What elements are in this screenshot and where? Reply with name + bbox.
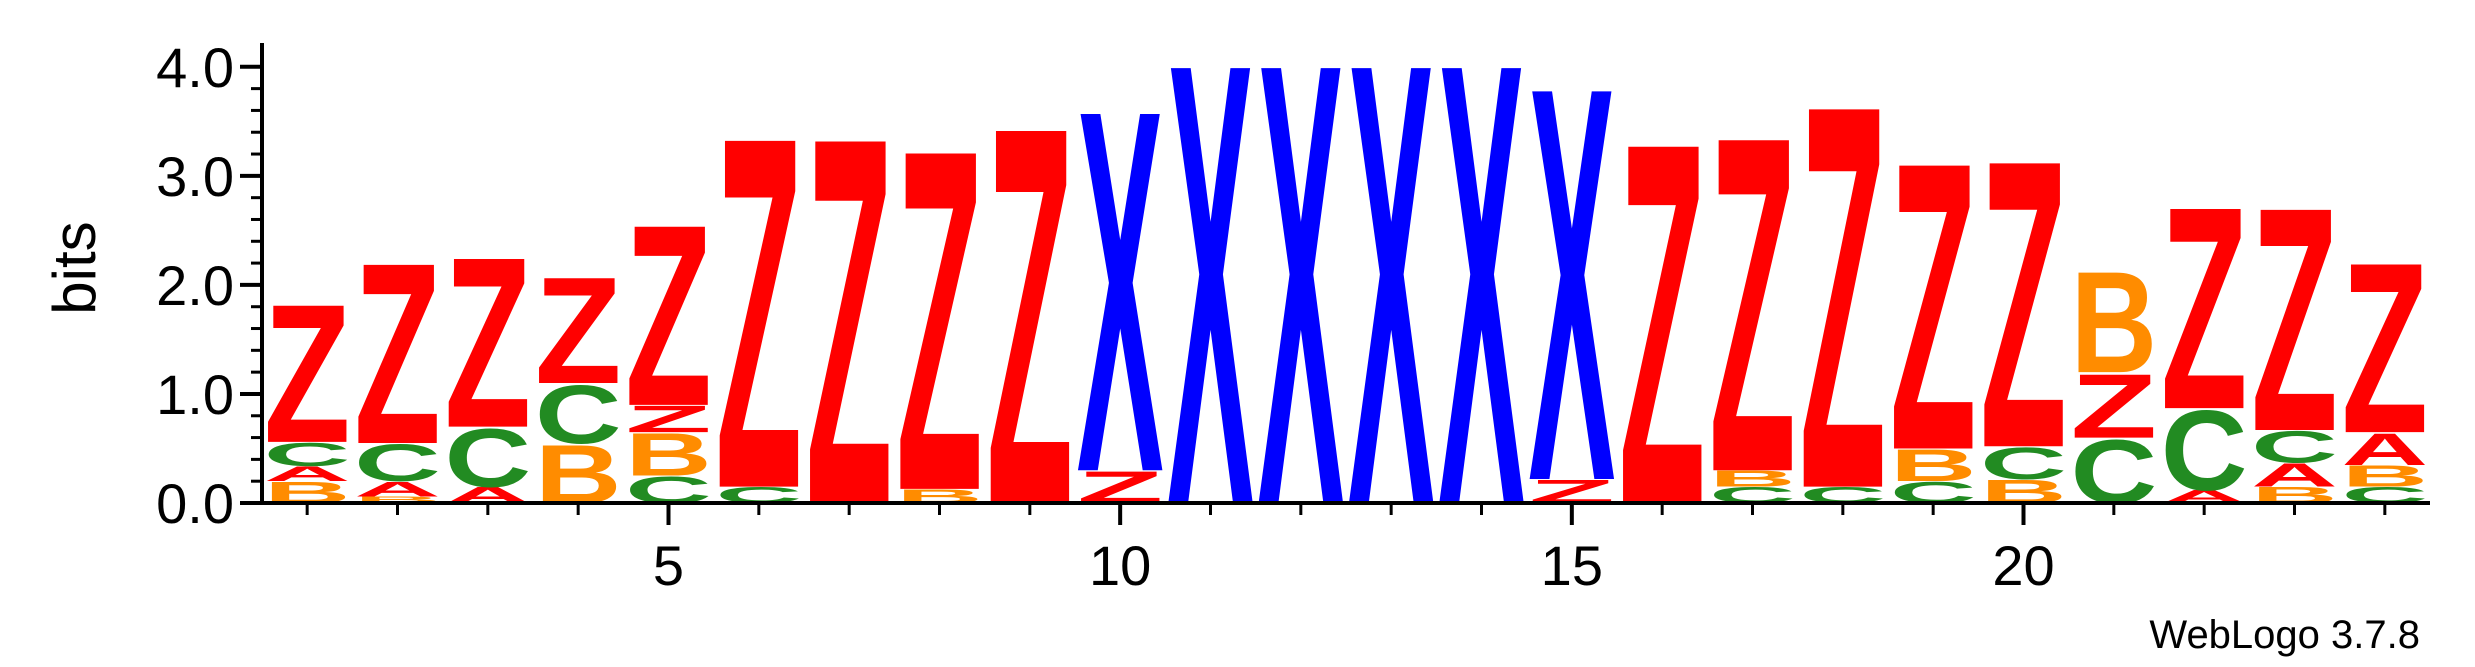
logo-column: X xyxy=(1348,0,1435,637)
logo-column: X xyxy=(1257,0,1344,637)
logo-column: ACZ xyxy=(2161,148,2248,514)
logo-glyph: Z xyxy=(2341,212,2428,485)
logo-glyph: Z xyxy=(264,263,351,485)
logo-glyph: B xyxy=(1709,466,1796,491)
logo-glyph: X xyxy=(1528,0,1615,599)
x-tick-label: 5 xyxy=(653,534,684,597)
logo-glyph: Z xyxy=(1980,76,2067,535)
logo-glyph: X xyxy=(1438,0,1525,637)
logo-glyph: Z xyxy=(625,398,712,441)
logo-glyph: X xyxy=(1348,0,1435,637)
y-tick-label: 4.0 xyxy=(156,36,234,99)
logo-glyph: C xyxy=(1980,438,2067,489)
x-tick-label: 20 xyxy=(1992,534,2054,597)
logo-glyph: X xyxy=(1167,0,1254,637)
logo-glyph: Z xyxy=(715,33,802,594)
axes xyxy=(260,43,2430,505)
logo-glyph: B xyxy=(1890,440,1977,491)
logo-glyph: A xyxy=(354,477,441,501)
logo-column: X xyxy=(1438,0,1525,637)
logo-glyph: Z xyxy=(1709,36,1796,572)
x-tick-label: 15 xyxy=(1541,534,1603,597)
logo-column: CBZ xyxy=(1890,78,1977,537)
logo-glyph: B xyxy=(2341,459,2428,493)
logo-glyph: C xyxy=(2251,422,2338,473)
y-tick-label: 0.0 xyxy=(156,472,234,535)
logo-column: CBZ xyxy=(1709,36,1796,572)
logo-glyph: X xyxy=(1077,3,1164,582)
logo-glyph: Z xyxy=(1619,35,1706,613)
y-tick-label: 2.0 xyxy=(156,254,234,317)
logo-glyph: A xyxy=(264,462,351,486)
logo-glyph: B xyxy=(354,495,441,505)
logo-glyph: B xyxy=(625,421,712,489)
logo-glyph: Z xyxy=(535,246,622,416)
logo-column: ZX xyxy=(1077,3,1164,582)
logo-glyph: A xyxy=(2341,424,2428,475)
logo-glyph: Z xyxy=(986,13,1073,618)
logo-glyph: C xyxy=(2161,387,2248,515)
logo-glyph: Z xyxy=(2251,142,2338,499)
y-axis-title: bits xyxy=(41,221,108,314)
logo-column: X xyxy=(1167,0,1254,637)
logo-glyph: Z xyxy=(444,207,531,480)
logo-column: Z xyxy=(986,13,1073,618)
logo-glyph: B xyxy=(2070,243,2157,404)
y-tick-label: 3.0 xyxy=(156,145,234,208)
logo-column: Z xyxy=(1619,35,1706,613)
logo-glyph: C xyxy=(535,367,622,461)
logo-glyph: Z xyxy=(2161,148,2248,470)
logo-glyph: Z xyxy=(1890,78,1977,537)
logo-glyph: Z xyxy=(2070,356,2157,458)
logo-glyph: X xyxy=(1257,0,1344,637)
logo-column: BCZ xyxy=(1980,76,2067,535)
logo-column: CZB xyxy=(2070,243,2157,523)
logo-column: BCZ xyxy=(535,246,622,520)
logo-glyph: C xyxy=(444,411,531,505)
y-tick-label: 1.0 xyxy=(156,363,234,426)
ticks: 0.0 1.0 2.0 3.0 4.0 5 10 15 20 xyxy=(156,36,2387,597)
logo-glyph: Z xyxy=(806,28,893,615)
logo-glyph: C xyxy=(354,433,441,493)
logo-glyph: Z xyxy=(625,172,712,461)
weblogo-credit: WebLogo 3.7.8 xyxy=(2149,613,2420,657)
logo-column: ZX xyxy=(1528,0,1615,599)
logo-column: ACZ xyxy=(444,207,531,508)
logo-glyph: C xyxy=(264,436,351,474)
x-tick-label: 10 xyxy=(1089,534,1151,597)
logo-column: CZ xyxy=(715,33,802,594)
logo-glyph: A xyxy=(2251,456,2338,494)
logo-column: Z xyxy=(806,28,893,615)
logo-glyph: Z xyxy=(354,210,441,499)
